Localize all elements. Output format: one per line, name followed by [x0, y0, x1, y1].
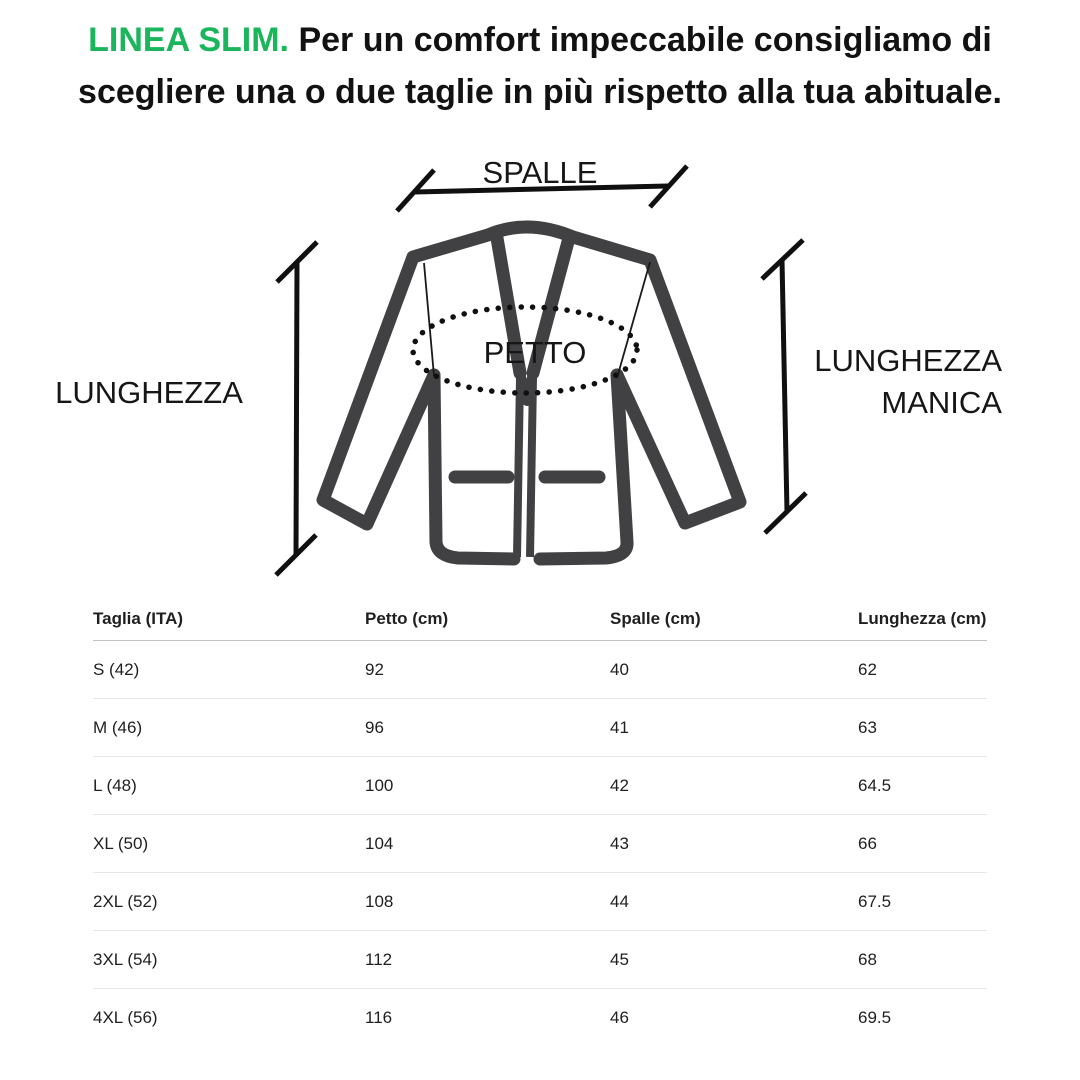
heading-highlight: LINEA SLIM.: [88, 21, 290, 59]
heading: LINEA SLIM. Per un comfort impeccabile c…: [27, 0, 1053, 118]
table-row: S (42) 92 40 62: [93, 641, 987, 699]
cell-taglia: XL (50): [93, 833, 149, 853]
cell-petto: 92: [365, 659, 384, 679]
lunghezza-label: LUNGHEZZA: [55, 375, 243, 410]
lunghezza-manica-line1: LUNGHEZZA: [814, 343, 1002, 378]
chest-guide-left: [423, 262, 435, 377]
jacket-front-gap-right: [526, 377, 537, 558]
cell-spalle: 40: [610, 659, 629, 679]
cell-lunghezza: 67.5: [858, 891, 892, 911]
cell-spalle: 46: [610, 1008, 629, 1027]
table-row: 3XL (54) 112 45 68: [93, 931, 987, 989]
cell-lunghezza: 62: [858, 659, 877, 679]
chest-dotted-ellipse: [410, 304, 640, 396]
cell-petto: 96: [365, 717, 384, 737]
spalle-label: SPALLE: [482, 155, 598, 190]
cell-taglia: 3XL (54): [93, 949, 158, 969]
cell-lunghezza: 69.5: [858, 1008, 892, 1027]
jacket-illustration: [316, 220, 747, 566]
cell-taglia: 4XL (56): [93, 1008, 158, 1027]
cell-petto: 100: [365, 775, 394, 795]
table-header-row: Taglia (ITA) Petto (cm) Spalle (cm) Lung…: [93, 602, 987, 641]
cell-taglia: L (48): [93, 775, 137, 795]
spalle-measure-line: [395, 164, 689, 213]
cell-taglia: S (42): [93, 659, 140, 679]
lunghezza-manica-measure-line: [760, 238, 808, 535]
col-header-spalle: Spalle (cm): [610, 609, 701, 628]
petto-label: PETTO: [483, 335, 587, 370]
cell-lunghezza: 68: [858, 949, 877, 969]
table-row: 2XL (52) 108 44 67.5: [93, 873, 987, 931]
col-header-petto: Petto (cm): [365, 609, 449, 628]
cell-spalle: 44: [610, 891, 629, 911]
size-table: Taglia (ITA) Petto (cm) Spalle (cm) Lung…: [93, 602, 987, 1047]
table-row: XL (50) 104 43 66: [93, 815, 987, 873]
chest-guide-right: [616, 261, 651, 379]
cell-spalle: 41: [610, 717, 629, 737]
cell-spalle: 42: [610, 775, 629, 795]
cell-petto: 104: [365, 833, 394, 853]
lunghezza-manica-label: LUNGHEZZA MANICA: [770, 340, 1002, 424]
cell-lunghezza: 63: [858, 717, 877, 737]
cell-petto: 116: [365, 1008, 393, 1027]
jacket-outline: [316, 220, 747, 531]
heading-text: Per un comfort impeccabile consigliamo d…: [78, 21, 1002, 111]
lunghezza-measure-line: [274, 240, 319, 577]
table-row: L (48) 100 42 64.5: [93, 757, 987, 815]
jacket-front-gap-left: [513, 377, 524, 558]
cell-taglia: 2XL (52): [93, 891, 158, 911]
jacket-diagram-svg: [274, 164, 808, 577]
cell-petto: 112: [365, 949, 393, 969]
cell-lunghezza: 66: [858, 833, 877, 853]
cell-lunghezza: 64.5: [858, 775, 892, 795]
size-diagram: SPALLE PETTO LUNGHEZZA LUNGHEZZA MANICA: [0, 130, 1080, 602]
cell-spalle: 45: [610, 949, 629, 969]
cell-petto: 108: [365, 891, 394, 911]
table-row: M (46) 96 41 63: [93, 699, 987, 757]
jacket-body-left: [427, 368, 521, 566]
lunghezza-manica-line2: MANICA: [881, 385, 1002, 420]
col-header-lunghezza: Lunghezza (cm): [858, 609, 987, 628]
col-header-taglia: Taglia (ITA): [93, 609, 184, 628]
cell-spalle: 43: [610, 833, 629, 853]
table-row: 4XL (56) 116 46 69.5: [93, 989, 987, 1047]
cell-taglia: M (46): [93, 717, 143, 737]
jacket-body-right: [533, 368, 634, 566]
jacket-lapel-right: [526, 231, 576, 380]
